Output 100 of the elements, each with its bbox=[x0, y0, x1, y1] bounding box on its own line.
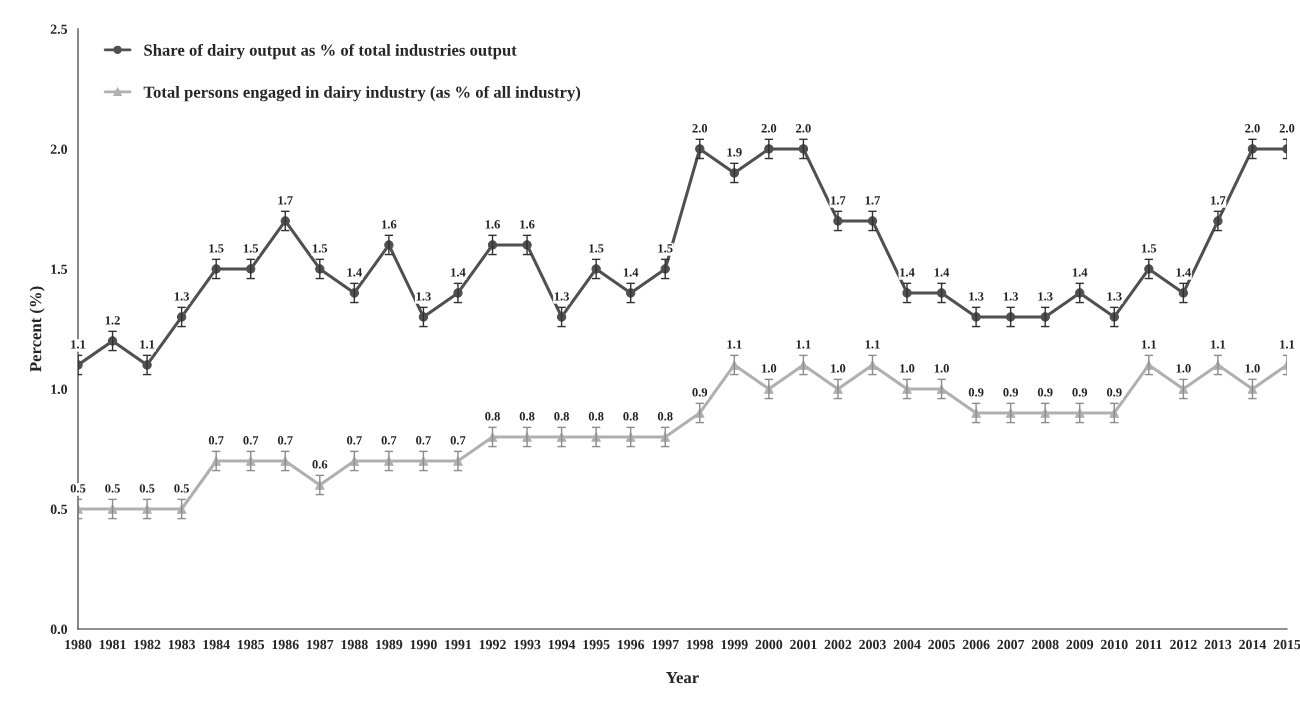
data-label: 1.0 bbox=[831, 364, 846, 373]
data-label: 0.8 bbox=[623, 412, 639, 421]
x-tick-label: 2010 bbox=[1100, 639, 1128, 650]
x-tick-label: 2006 bbox=[962, 639, 990, 650]
x-tick-label: 2003 bbox=[859, 639, 886, 650]
x-tick-label: 2007 bbox=[997, 639, 1025, 650]
data-label: 2.0 bbox=[1245, 124, 1260, 133]
x-tick-label: 1986 bbox=[272, 639, 299, 650]
x-tick-label: 1988 bbox=[341, 639, 368, 650]
y-tick-label: 0.0 bbox=[50, 624, 68, 635]
x-tick-label: 2001 bbox=[790, 639, 817, 650]
data-label: 1.1 bbox=[727, 340, 742, 349]
data-label: 0.8 bbox=[657, 412, 673, 421]
data-label: 1.4 bbox=[934, 268, 950, 277]
data-label: 1.0 bbox=[934, 364, 949, 373]
data-label: 1.4 bbox=[1072, 268, 1088, 277]
data-label: 1.0 bbox=[1245, 364, 1260, 373]
data-label: 1.4 bbox=[623, 268, 639, 277]
data-label: 1.7 bbox=[865, 196, 880, 205]
data-label: 1.6 bbox=[382, 220, 397, 229]
data-label: 1.1 bbox=[140, 340, 155, 349]
data-label: 0.9 bbox=[692, 388, 708, 397]
data-label: 1.3 bbox=[554, 292, 569, 301]
x-tick-label: 1991 bbox=[445, 639, 472, 650]
data-label: 1.5 bbox=[658, 244, 673, 253]
data-label: 1.1 bbox=[1211, 340, 1226, 349]
data-label: 1.1 bbox=[71, 340, 86, 349]
x-tick-label: 1987 bbox=[307, 639, 334, 650]
x-tick-label: 1995 bbox=[583, 639, 610, 650]
data-label: 0.7 bbox=[208, 436, 224, 445]
x-tick-label: 2015 bbox=[1273, 639, 1300, 650]
data-label: 1.5 bbox=[312, 244, 328, 253]
y-axis-title: Percent (%) bbox=[29, 286, 45, 372]
data-label: 1.3 bbox=[174, 292, 190, 301]
data-label: 1.1 bbox=[1280, 340, 1295, 349]
x-tick-label: 2004 bbox=[893, 639, 921, 650]
data-label: 1.1 bbox=[1142, 340, 1156, 349]
data-label: 1.4 bbox=[1176, 268, 1191, 277]
data-label: 1.7 bbox=[278, 196, 293, 205]
data-label: 1.0 bbox=[762, 364, 777, 373]
x-tick-label: 1998 bbox=[687, 639, 714, 650]
data-label: 0.8 bbox=[485, 412, 500, 421]
data-label: 1.0 bbox=[900, 364, 915, 373]
data-label: 0.9 bbox=[1106, 388, 1122, 397]
data-label: 2.0 bbox=[796, 124, 811, 133]
data-label: 1.5 bbox=[209, 244, 224, 253]
data-label: 1.4 bbox=[347, 268, 362, 277]
x-tick-label: 2000 bbox=[755, 639, 783, 650]
data-label: 0.8 bbox=[554, 412, 569, 421]
x-tick-label: 2005 bbox=[928, 639, 955, 650]
x-tick-label: 1983 bbox=[168, 639, 196, 650]
data-label: 0.5 bbox=[70, 484, 86, 493]
x-tick-label: 2009 bbox=[1066, 639, 1094, 650]
data-label: 1.3 bbox=[1107, 292, 1122, 301]
y-tick-label: 0.5 bbox=[50, 504, 68, 515]
data-label: 0.6 bbox=[312, 460, 328, 469]
data-label: 0.5 bbox=[139, 484, 155, 493]
x-tick-label: 1990 bbox=[410, 639, 437, 650]
legend-label: Total persons engaged in dairy industry (as % of all industry) bbox=[143, 85, 581, 102]
data-label: 1.2 bbox=[105, 316, 120, 325]
data-label: 1.6 bbox=[485, 220, 500, 229]
x-axis-title: Year bbox=[666, 672, 699, 684]
y-tick-label: 2.0 bbox=[50, 144, 68, 154]
data-label: 1.4 bbox=[900, 268, 915, 277]
data-label: 1.7 bbox=[1211, 196, 1226, 205]
x-tick-label: 1999 bbox=[721, 639, 748, 650]
x-tick-label: 1982 bbox=[134, 639, 161, 650]
data-label: 0.7 bbox=[277, 436, 293, 445]
data-label: 1.4 bbox=[451, 268, 466, 277]
data-label: 1.5 bbox=[589, 244, 604, 253]
data-label: 0.9 bbox=[968, 388, 984, 397]
x-tick-label: 2011 bbox=[1135, 639, 1162, 650]
data-label: 0.7 bbox=[347, 436, 362, 445]
data-label: 0.9 bbox=[1072, 388, 1088, 397]
data-label: 1.3 bbox=[969, 292, 984, 301]
x-tick-label: 1980 bbox=[65, 639, 92, 650]
data-label: 1.6 bbox=[520, 220, 535, 229]
data-label: 1.3 bbox=[1003, 292, 1019, 301]
data-label: 1.1 bbox=[865, 340, 880, 349]
data-label: 0.8 bbox=[519, 412, 535, 421]
x-tick-label: 2002 bbox=[824, 639, 852, 650]
x-tick-label: 2008 bbox=[1031, 639, 1059, 650]
data-label: 0.9 bbox=[1037, 388, 1053, 397]
data-label: 0.5 bbox=[105, 484, 120, 493]
data-label: 1.1 bbox=[796, 340, 811, 349]
data-label: 2.0 bbox=[1279, 124, 1295, 133]
data-label: 1.5 bbox=[1142, 244, 1157, 253]
data-label: 1.7 bbox=[831, 196, 846, 205]
x-tick-label: 2014 bbox=[1239, 639, 1267, 650]
data-label: 0.5 bbox=[174, 484, 189, 493]
data-label: 0.9 bbox=[1003, 388, 1019, 397]
x-tick-label: 1993 bbox=[514, 639, 541, 650]
data-label: 1.9 bbox=[727, 148, 742, 157]
data-label: 2.0 bbox=[692, 124, 708, 133]
x-tick-label: 2012 bbox=[1170, 639, 1197, 650]
data-label: 0.7 bbox=[450, 436, 466, 445]
x-tick-label: 1997 bbox=[652, 639, 679, 650]
x-tick-label: 1996 bbox=[617, 639, 645, 650]
legend-label: Share of dairy output as % of total industries output bbox=[144, 43, 517, 60]
data-label: 0.8 bbox=[588, 412, 604, 421]
